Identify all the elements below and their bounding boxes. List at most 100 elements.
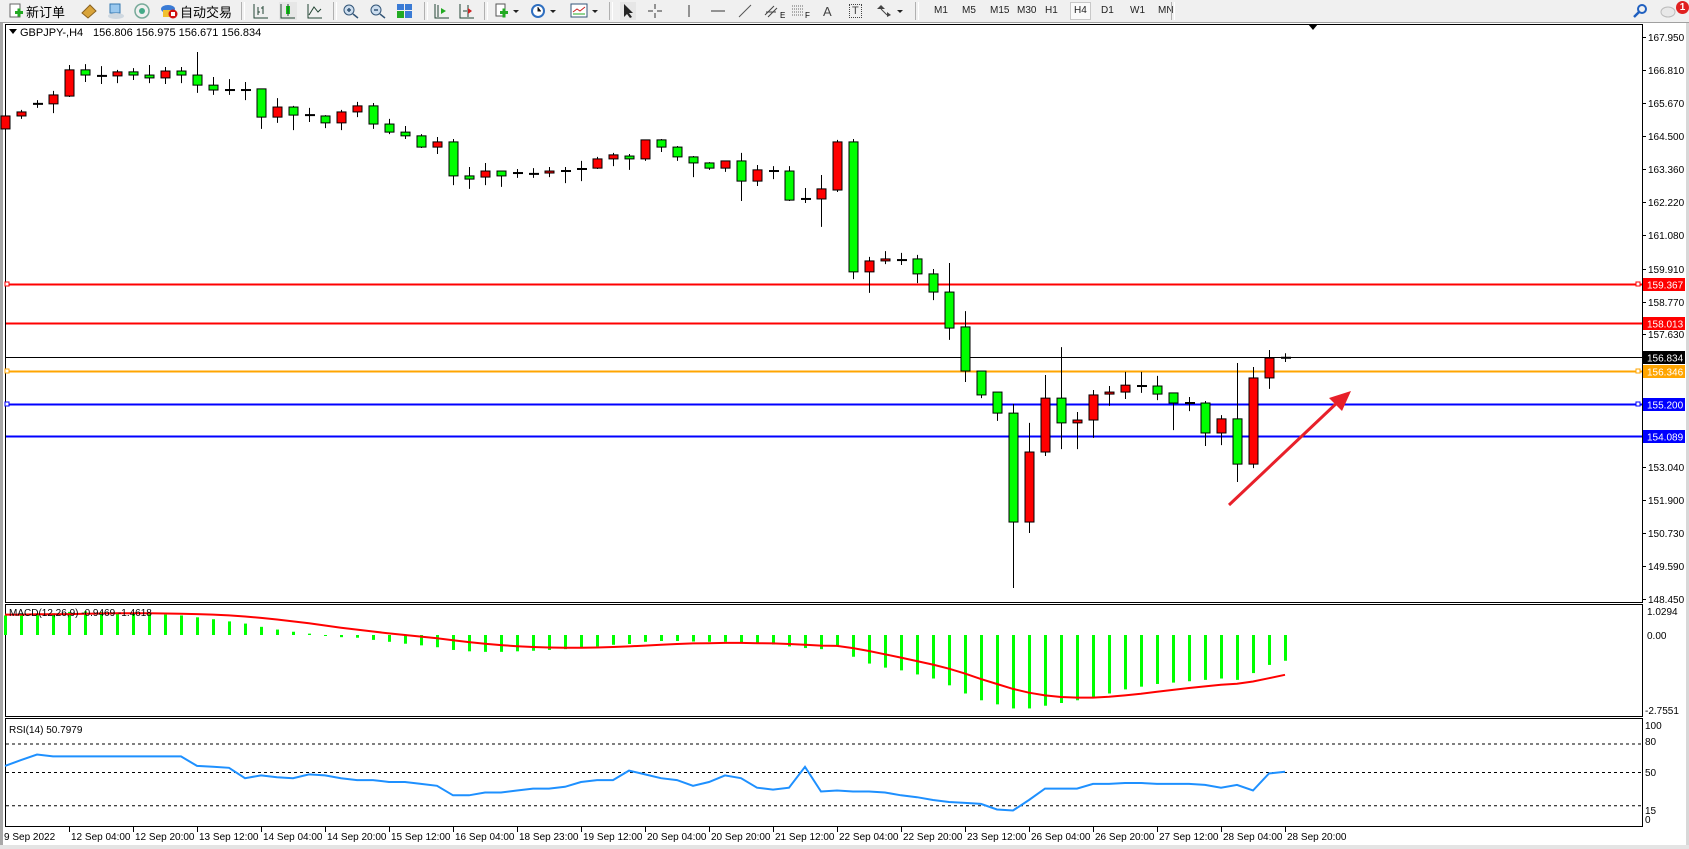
indicators-dropdown[interactable] <box>494 2 520 20</box>
macd-histogram-bar <box>1252 635 1255 674</box>
line-anchor-handle[interactable] <box>4 281 10 287</box>
new-order-icon <box>9 3 23 18</box>
notifications-button[interactable] <box>1660 2 1676 20</box>
templates-dropdown[interactable] <box>570 2 600 20</box>
auto-scroll-icon <box>434 4 449 19</box>
timeframe-h4[interactable]: H4 <box>1070 2 1091 20</box>
candle <box>1281 353 1291 363</box>
equidistant-channel-tool-button[interactable]: E <box>764 2 785 20</box>
cursor-tool-button[interactable] <box>620 2 636 20</box>
macd-histogram-bar <box>756 635 759 644</box>
timeframe-m15[interactable]: M15 <box>990 5 1010 16</box>
timeframe-w1[interactable]: W1 <box>1130 5 1145 16</box>
candle-body-bear <box>1232 418 1243 465</box>
zoom-in-button[interactable] <box>342 2 360 20</box>
candle <box>1088 390 1099 438</box>
candle-body-bull <box>720 160 731 169</box>
macd-histogram-bar <box>100 611 103 635</box>
candle <box>640 139 651 161</box>
timeframe-h1[interactable]: H1 <box>1045 5 1058 16</box>
candle-body-bear <box>624 155 635 160</box>
candle <box>384 118 395 135</box>
search-button[interactable] <box>1632 2 1648 20</box>
macd-histogram-bar <box>420 635 423 646</box>
candle-body-bull <box>16 111 27 117</box>
arrows-dropdown[interactable] <box>877 2 905 20</box>
trend-arrow-head-icon[interactable] <box>1329 391 1351 411</box>
line-anchor-handle[interactable] <box>1635 281 1641 287</box>
symbol-menu-triangle-icon[interactable] <box>9 29 17 34</box>
text-tool-button[interactable]: A <box>823 3 832 19</box>
price-axis-label: 153.040 <box>1648 463 1685 474</box>
candle <box>64 64 75 97</box>
candle-body-bull <box>1248 377 1259 465</box>
candle-body-bear <box>368 105 379 125</box>
cursor-icon <box>624 4 633 18</box>
zoom-out-button[interactable] <box>369 2 387 20</box>
macd-histogram-bar <box>132 613 135 635</box>
candle-body-bull <box>816 188 827 200</box>
price-tag <box>1643 430 1685 443</box>
candle <box>1216 415 1227 446</box>
macd-histogram-bar <box>724 635 727 642</box>
timeframe-mn[interactable]: MN <box>1158 5 1174 16</box>
macd-histogram-bar <box>628 635 631 644</box>
macd-histogram-bar <box>1204 635 1207 680</box>
macd-histogram-bar <box>1108 635 1111 694</box>
new-order-button[interactable]: 新订单 <box>8 2 65 20</box>
bar-chart-button[interactable] <box>252 2 270 20</box>
candle-body-bull <box>1216 418 1227 434</box>
market-watch-button[interactable] <box>80 2 98 20</box>
auto-scroll-button[interactable] <box>433 2 451 20</box>
timeframe-m5[interactable]: M5 <box>962 5 976 16</box>
notification-badge: 1 <box>1676 1 1689 14</box>
timeframe-d1[interactable]: D1 <box>1101 5 1114 16</box>
chart-shift-button[interactable] <box>458 2 476 20</box>
fibonacci-tool-button[interactable]: F <box>791 2 810 20</box>
vertical-line-tool-button[interactable] <box>681 2 697 20</box>
line-chart-button[interactable] <box>306 2 324 20</box>
line-anchor-handle[interactable] <box>1635 368 1641 374</box>
candle-body-bull <box>272 106 283 118</box>
candle-body-bear <box>784 170 795 201</box>
candle-doji <box>1281 356 1291 359</box>
channel-icon <box>764 5 778 18</box>
auto-trading-button[interactable]: 自动交易 <box>160 2 232 20</box>
candle-body-bear <box>1008 412 1019 523</box>
line-anchor-handle[interactable] <box>1635 401 1641 407</box>
navigator-button[interactable] <box>107 2 125 20</box>
candle-body-bull <box>1104 391 1115 395</box>
crosshair-tool-button[interactable] <box>647 2 663 20</box>
chart-shift-marker-icon[interactable] <box>1308 24 1318 30</box>
rsi-axis-100: 100 <box>1645 721 1662 732</box>
candle <box>496 170 507 187</box>
trend-arrow-shaft[interactable] <box>1227 398 1342 507</box>
line-anchor-handle[interactable] <box>4 401 10 407</box>
tile-windows-button[interactable] <box>396 2 414 20</box>
macd-panel <box>5 604 1643 717</box>
candle-body-bear <box>1168 392 1179 404</box>
signals-button[interactable] <box>133 2 151 20</box>
macd-histogram-bar <box>916 635 919 675</box>
trendline-tool-button[interactable] <box>737 2 753 20</box>
macd-histogram-bar <box>980 635 983 701</box>
macd-histogram-bar <box>580 635 583 649</box>
macd-histogram-bar <box>324 635 327 636</box>
macd-histogram-bar <box>1156 635 1159 684</box>
candlestick-chart-button[interactable] <box>279 2 297 20</box>
rsi-label: RSI(14) 50.7979 <box>9 725 83 736</box>
text-label-tool-button[interactable]: T <box>849 2 862 20</box>
macd-histogram-bar <box>164 614 167 635</box>
trend-arrow[interactable] <box>1227 391 1351 507</box>
line-anchor-handle[interactable] <box>4 368 10 374</box>
periodicity-dropdown[interactable] <box>530 2 558 20</box>
candle <box>192 51 203 93</box>
candle-body-bear <box>736 160 747 182</box>
timeframe-m1[interactable]: M1 <box>934 5 948 16</box>
time-axis-label: 26 Sep 20:00 <box>1095 832 1155 843</box>
candle-body-bull <box>864 260 875 273</box>
fibonacci-icon <box>792 5 804 16</box>
timeframe-m30[interactable]: M30 <box>1017 5 1037 16</box>
horizontal-line-tool-button[interactable] <box>710 2 726 20</box>
